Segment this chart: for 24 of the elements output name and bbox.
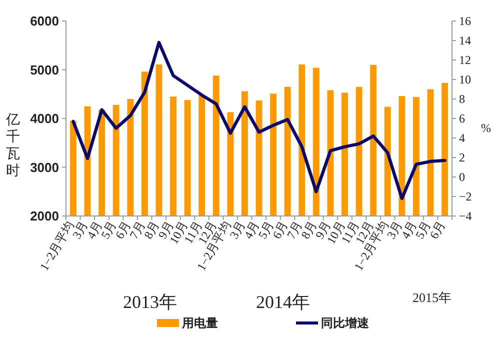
text: 2014年 [256,292,310,312]
y2-tick-label: 2 [459,150,465,165]
line-series [72,40,446,200]
legend-label: 用电量 [181,316,218,330]
y-tick-label: 5000 [30,62,59,78]
y2-tick-label: 14 [459,34,471,48]
y2-tick-label: 12 [459,53,471,68]
legend-label: 同比增速 [321,316,370,330]
y-tick-label: 2000 [30,208,59,224]
text: 2013年 [123,292,177,312]
y2-tick-label: 16 [459,14,471,28]
y2-tick-label: 6 [459,112,465,126]
y-axis-title: 亿千瓦时 [5,112,20,179]
y2-tick-label: −4 [459,209,472,224]
y2-tick-label: −2 [459,190,472,204]
y2-tick-label: 4 [459,131,465,146]
y-tick-label: 6000 [30,14,59,29]
y2-tick-label: 0 [459,170,465,184]
y2-tick-label: 10 [459,72,471,87]
y2-tick-label: 8 [459,92,465,106]
text: 2015年 [412,290,452,305]
y2-axis-title: % [481,121,491,135]
y-tick-label: 4000 [30,111,59,126]
y-tick-label: 3000 [30,160,59,175]
